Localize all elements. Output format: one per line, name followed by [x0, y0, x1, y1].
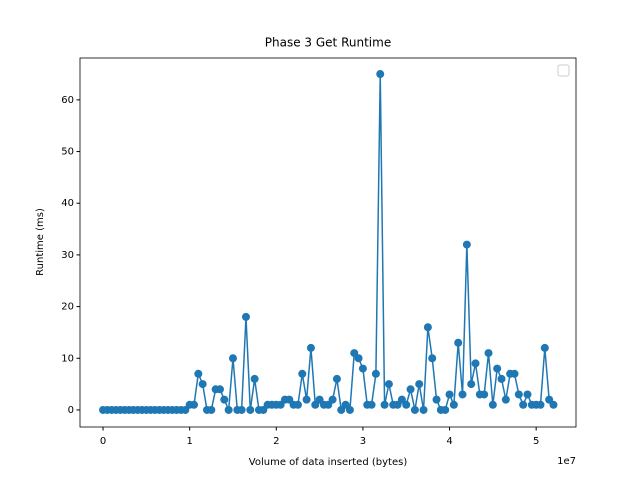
point [480, 390, 489, 399]
point [371, 369, 380, 378]
chart-title: Phase 3 Get Runtime [265, 36, 391, 50]
point [428, 354, 437, 363]
point [384, 380, 393, 389]
point [549, 400, 558, 409]
point [462, 240, 471, 249]
point [194, 369, 203, 378]
point [536, 400, 545, 409]
line [103, 74, 555, 412]
y-tick-label: 20 [61, 302, 74, 313]
x-offset-label: 1e7 [557, 456, 576, 467]
point [471, 359, 480, 368]
point [189, 400, 198, 409]
point [237, 405, 246, 414]
point [501, 395, 510, 404]
point [497, 374, 506, 383]
point [354, 354, 363, 363]
point [293, 400, 302, 409]
point [458, 390, 467, 399]
point [207, 405, 216, 414]
point [345, 405, 354, 414]
point [220, 395, 229, 404]
point [514, 390, 523, 399]
point [332, 374, 341, 383]
point [306, 343, 315, 352]
point [406, 385, 415, 394]
point [328, 395, 337, 404]
point [449, 400, 458, 409]
point [540, 343, 549, 352]
point [376, 70, 385, 79]
point [410, 405, 419, 414]
y-tick-label: 10 [61, 353, 74, 364]
x-tick-label: 1 [186, 436, 192, 447]
axes-frame [79, 57, 577, 428]
x-tick-label: 5 [533, 436, 539, 447]
point [441, 405, 450, 414]
point [419, 405, 428, 414]
point [493, 364, 502, 373]
point [250, 374, 259, 383]
point [432, 395, 441, 404]
point [358, 364, 367, 373]
x-axis-label: Volume of data inserted (bytes) [249, 457, 408, 468]
point [380, 400, 389, 409]
point [241, 312, 250, 321]
point [510, 369, 519, 378]
x-tick-label: 4 [446, 436, 452, 447]
point [302, 395, 311, 404]
point [454, 338, 463, 347]
point [519, 400, 528, 409]
point [367, 400, 376, 409]
point [467, 380, 476, 389]
legend-box [557, 64, 570, 77]
point [423, 323, 432, 332]
y-tick-label: 60 [61, 95, 74, 106]
point [415, 380, 424, 389]
point [298, 369, 307, 378]
x-tick-label: 3 [360, 436, 366, 447]
point [224, 405, 233, 414]
point [445, 390, 454, 399]
y-tick-label: 30 [61, 250, 74, 261]
point [246, 405, 255, 414]
y-axis-label: Runtime (ms) [35, 208, 46, 276]
point [484, 349, 493, 358]
point [402, 400, 411, 409]
point [215, 385, 224, 394]
y-tick-label: 40 [61, 198, 74, 209]
point [488, 400, 497, 409]
point [228, 354, 237, 363]
point [198, 380, 207, 389]
y-tick-label: 0 [68, 405, 74, 416]
x-tick-label: 0 [100, 436, 106, 447]
y-tick-label: 50 [61, 147, 74, 158]
x-tick-label: 2 [273, 436, 279, 447]
point [523, 390, 532, 399]
